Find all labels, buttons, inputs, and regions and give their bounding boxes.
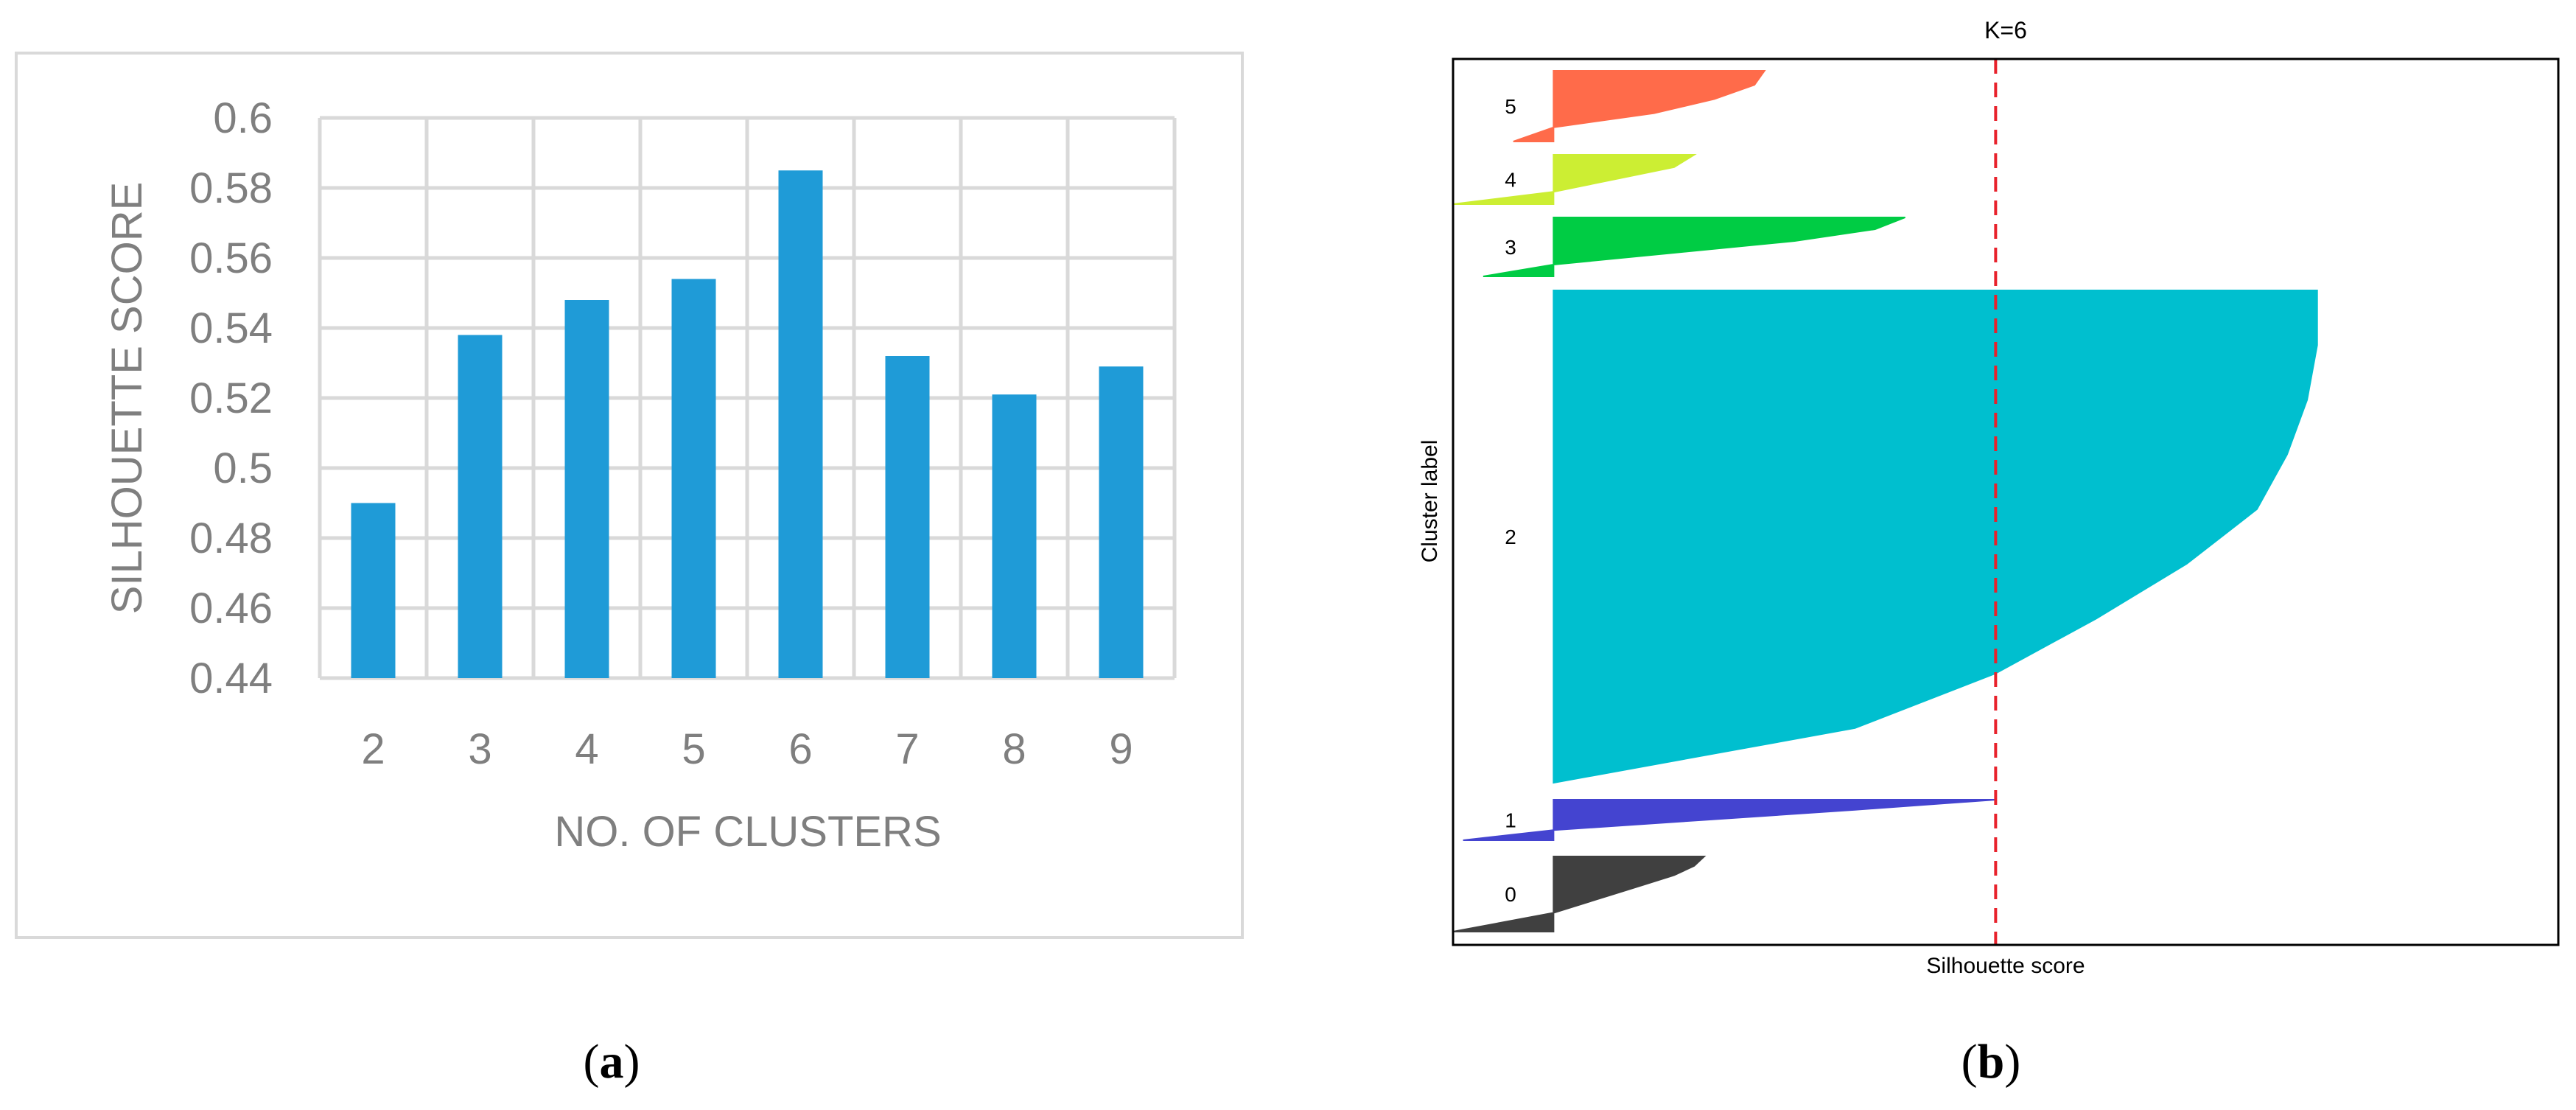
a-x-tick-label: 6 <box>788 725 812 773</box>
a-y-tick-label: 0.56 <box>189 234 273 282</box>
caption-a-open: ( <box>584 1035 600 1089</box>
caption-b-close: ) <box>2004 1035 2020 1089</box>
b-cluster-label: 1 <box>1505 809 1516 832</box>
a-bar <box>778 170 823 678</box>
caption-b: (b) <box>1961 1035 2021 1089</box>
b-cluster-label: 2 <box>1505 526 1516 548</box>
b-y-axis-label: Cluster label <box>1418 440 1442 563</box>
a-x-tick-label: 8 <box>1002 725 1026 773</box>
a-bars <box>351 170 1144 678</box>
a-y-tick-label: 0.58 <box>189 164 273 212</box>
b-cluster-label: 4 <box>1505 169 1516 192</box>
a-y-tick-label: 0.6 <box>213 94 273 142</box>
b-silhouette-cluster-5 <box>1513 70 1766 142</box>
a-bar <box>885 356 930 678</box>
a-x-tick-labels: 2 3 4 5 6 7 8 9 <box>361 725 1133 773</box>
a-x-tick-label: 2 <box>361 725 385 773</box>
panel-b: K=6 0 1 2 3 4 5 Silhouette score Cluster labe… <box>1418 17 2560 978</box>
a-x-tick-label: 3 <box>468 725 491 773</box>
b-title: K=6 <box>1984 17 2027 43</box>
b-silhouette-cluster-1 <box>1463 799 1996 841</box>
a-bar <box>458 335 503 678</box>
panel-a: 0.44 0.46 0.48 0.5 0.52 0.54 0.56 0.58 0.6 2 3 4 5 6… <box>15 52 1244 939</box>
a-y-axis-label: SILHOUETTE SCORE <box>103 182 151 615</box>
a-y-tick-labels: 0.44 0.46 0.48 0.5 0.52 0.54 0.56 0.58 0.6 <box>189 94 273 702</box>
a-y-tick-label: 0.5 <box>213 444 273 492</box>
panel-a-frame <box>15 52 1244 939</box>
b-silhouette-cluster-2 <box>1553 290 2318 784</box>
b-cluster-label: 0 <box>1505 883 1516 906</box>
a-x-tick-label: 7 <box>895 725 919 773</box>
b-silhouette-cluster-0 <box>1452 856 1707 932</box>
b-cluster-label: 5 <box>1505 95 1516 118</box>
b-silhouette-cluster-4 <box>1452 154 1697 205</box>
a-y-tick-label: 0.52 <box>189 374 273 422</box>
a-bar <box>564 300 609 678</box>
a-bar <box>671 279 716 678</box>
a-x-axis-label: NO. OF CLUSTERS <box>554 808 941 856</box>
b-cluster-label: 3 <box>1505 236 1516 259</box>
a-bar <box>351 503 396 678</box>
caption-b-letter: b <box>1978 1035 2005 1089</box>
svg-text:(b): (b) <box>1961 1035 2021 1089</box>
a-y-tick-label: 0.46 <box>189 584 273 632</box>
b-cluster-silhouettes <box>1452 70 2318 932</box>
caption-b-open: ( <box>1961 1035 1978 1089</box>
a-bar <box>1099 366 1144 678</box>
svg-text:(a): (a) <box>584 1035 640 1089</box>
b-cluster-labels: 0 1 2 3 4 5 <box>1505 95 1516 906</box>
b-silhouette-cluster-3 <box>1483 217 1906 277</box>
caption-a-letter: a <box>600 1035 624 1089</box>
a-x-tick-label: 5 <box>682 725 705 773</box>
caption-a: (a) <box>584 1035 640 1089</box>
b-x-axis-label: Silhouette score <box>1926 954 2085 978</box>
a-y-tick-label: 0.48 <box>189 514 273 562</box>
a-bar <box>992 394 1037 678</box>
a-y-tick-label: 0.44 <box>189 655 273 702</box>
caption-a-close: ) <box>624 1035 640 1089</box>
a-x-tick-label: 4 <box>575 725 598 773</box>
a-x-tick-label: 9 <box>1109 725 1133 773</box>
a-y-tick-label: 0.54 <box>189 304 273 352</box>
b-axes-frame <box>1452 57 2560 946</box>
